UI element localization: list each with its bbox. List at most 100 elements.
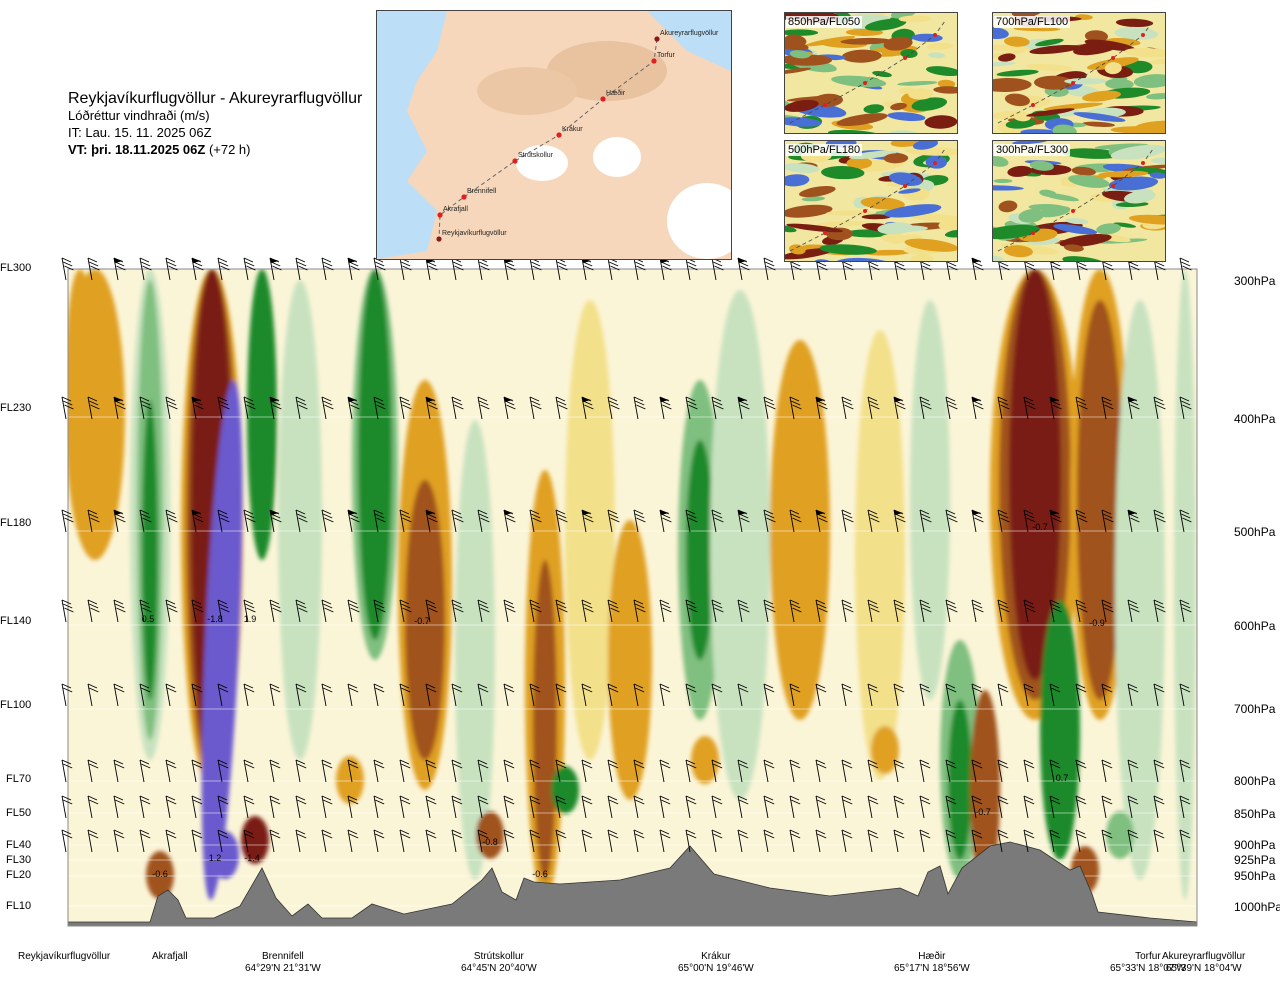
field-blob — [1096, 223, 1121, 235]
route-point — [1031, 103, 1035, 107]
wind-barb — [1049, 829, 1061, 853]
wind-barb — [1153, 795, 1165, 819]
wind-barb — [997, 683, 1009, 707]
wind-barb — [555, 599, 568, 623]
station-akrafjall: Akrafjall — [152, 951, 188, 963]
station-krakur: Krákur 65°00'N 19°46'W — [678, 951, 754, 975]
value-label: 1.2 — [209, 853, 222, 863]
fl-label-50: FL50 — [6, 807, 32, 819]
wind-barb — [217, 759, 229, 783]
field-blob — [1043, 102, 1103, 111]
valid-time-main: VT: þri. 18.11.2025 06Z — [68, 142, 206, 157]
wind-barb — [165, 683, 177, 707]
wind-barb — [815, 795, 827, 819]
field-blob — [1005, 118, 1036, 129]
field-blob — [780, 29, 819, 36]
route-line — [997, 148, 1154, 252]
wind-barb — [191, 599, 204, 623]
minimap-300: 300hPa/FL300 — [963, 139, 1184, 279]
wind-barb — [529, 759, 541, 783]
field-blob — [910, 214, 966, 222]
field-blob — [801, 196, 825, 202]
field-blob — [848, 150, 897, 159]
wind-barb — [919, 759, 931, 783]
wind-plume — [710, 290, 770, 800]
wind-barb — [269, 396, 282, 420]
wind-barb — [399, 599, 412, 623]
wind-barb — [841, 599, 854, 623]
wind-cell — [691, 736, 719, 784]
field-blob — [924, 115, 958, 129]
field-blob — [780, 174, 810, 187]
wind-plume — [247, 269, 277, 560]
wind-barb — [87, 829, 99, 853]
wind-barb — [919, 396, 932, 420]
wind-barb — [685, 795, 697, 819]
wind-barb — [945, 599, 958, 623]
wind-barb — [139, 396, 152, 420]
wind-barb — [295, 829, 307, 853]
minimap-300-label: 300hPa/FL300 — [994, 144, 1071, 156]
wind-plume — [910, 300, 950, 700]
route-point — [461, 194, 467, 200]
field-blob — [789, 50, 811, 59]
field-blob — [1033, 75, 1074, 90]
field-blob — [836, 113, 888, 127]
wind-barb — [87, 257, 100, 281]
field-blob — [908, 88, 933, 100]
field-blob — [996, 69, 1039, 77]
wind-barb — [425, 759, 437, 783]
wind-barb — [347, 683, 359, 707]
field-blob — [991, 111, 1024, 120]
wind-barb — [477, 509, 490, 533]
wind-barb — [789, 795, 801, 819]
wind-plume — [358, 269, 392, 640]
route-point — [823, 231, 827, 235]
wind-barb — [61, 759, 73, 783]
route-point — [933, 33, 937, 37]
wind-barb — [217, 257, 230, 281]
wind-barb — [789, 509, 802, 533]
station-coord: 65°33'N 18°07'W — [1110, 963, 1186, 974]
wind-barb — [321, 795, 333, 819]
wind-barb — [477, 829, 489, 853]
route-point — [823, 103, 827, 107]
wind-barb — [555, 829, 567, 853]
field-blob — [890, 102, 907, 111]
wind-barb — [1153, 829, 1165, 853]
wind-barb — [789, 599, 802, 623]
field-blob — [897, 81, 938, 86]
wind-barb — [425, 829, 437, 853]
value-label: 0.7 — [1056, 773, 1069, 783]
station-akureyri: Akureyrarflugvöllur 65°39'N 18°04'W — [1162, 951, 1245, 975]
station-name: Brennifell — [262, 951, 304, 962]
wind-barb — [347, 509, 360, 533]
wind-barb — [399, 759, 411, 783]
wind-plume — [455, 420, 495, 880]
wind-barb — [1153, 396, 1166, 420]
wind-barb — [425, 509, 438, 533]
wind-cell — [476, 811, 504, 859]
station-name: Reykjavíkurflugvöllur — [18, 951, 111, 962]
wind-barb — [581, 509, 594, 533]
wind-barb — [373, 759, 385, 783]
fl-label-140: FL140 — [0, 615, 32, 627]
wind-barb — [1101, 795, 1113, 819]
field-blob — [1053, 224, 1098, 235]
field-blob — [775, 67, 812, 75]
value-label: -0.6 — [532, 869, 548, 879]
wind-barb — [529, 396, 542, 420]
fl-label-180: FL180 — [0, 517, 32, 529]
field-blob — [1004, 245, 1033, 258]
wind-barb — [945, 795, 957, 819]
wind-barb — [711, 829, 723, 853]
field-blob — [1068, 174, 1110, 188]
field-blob — [1084, 39, 1135, 51]
wind-barb — [945, 829, 957, 853]
field-blob — [937, 79, 956, 88]
station-name: Torfur — [1135, 951, 1161, 962]
wind-barb — [61, 257, 74, 281]
wind-barb — [529, 795, 541, 819]
wind-barb — [555, 683, 567, 707]
wind-plume — [608, 520, 652, 800]
